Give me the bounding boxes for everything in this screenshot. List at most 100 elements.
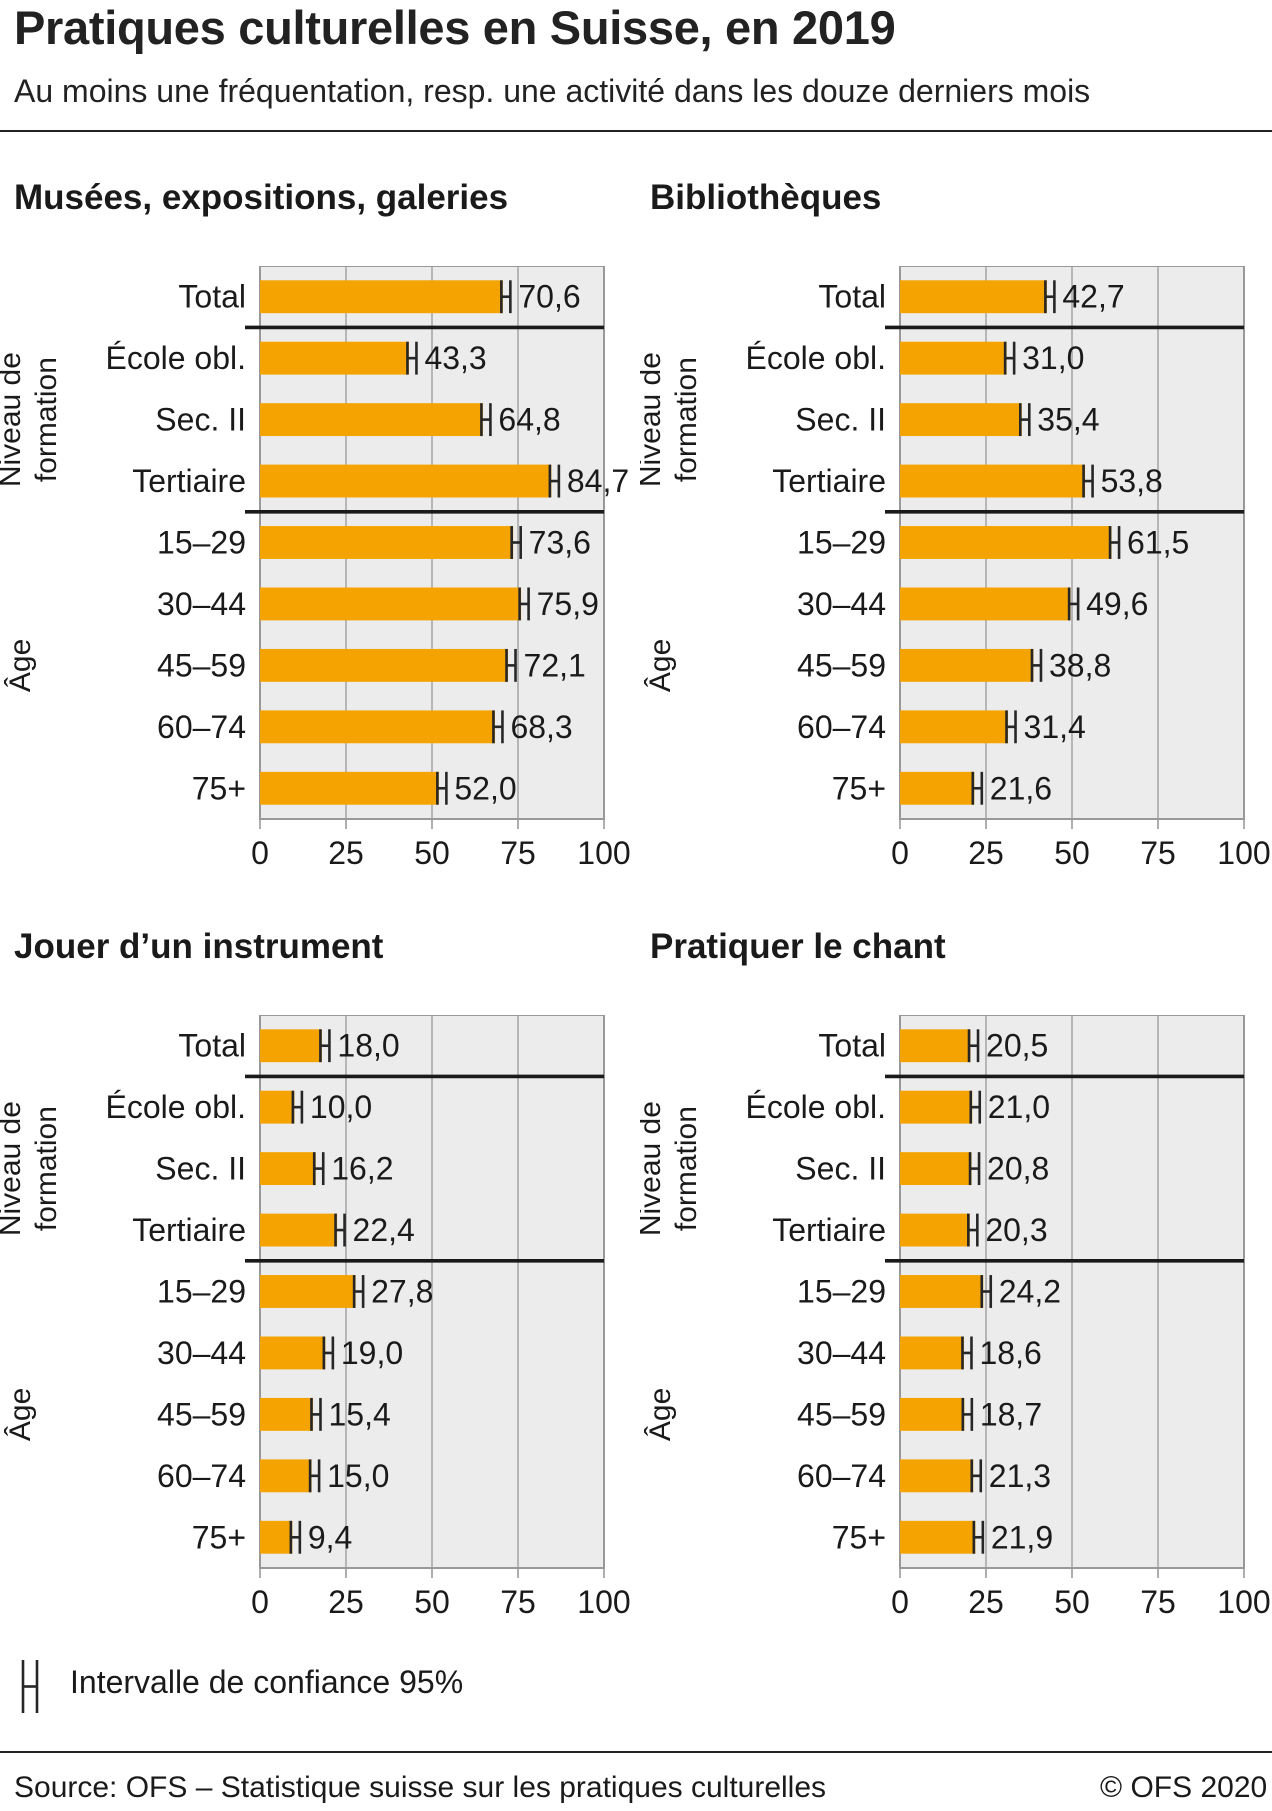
svg-text:21,0: 21,0 [988,1089,1050,1125]
svg-text:75: 75 [1140,835,1176,871]
svg-text:Âge: Âge [644,1388,677,1441]
svg-text:18,6: 18,6 [979,1335,1041,1371]
svg-text:formation: formation [30,1106,63,1231]
svg-text:15–29: 15–29 [157,1274,246,1310]
svg-text:64,8: 64,8 [498,402,560,438]
svg-text:Tertiaire: Tertiaire [772,1212,886,1248]
svg-text:0: 0 [891,1584,909,1620]
svg-text:75: 75 [500,1584,536,1620]
svg-text:21,9: 21,9 [991,1519,1053,1555]
svg-text:45–59: 45–59 [157,1396,246,1432]
svg-text:22,4: 22,4 [353,1212,415,1248]
svg-text:École obl.: École obl. [105,340,246,376]
svg-text:27,8: 27,8 [371,1274,433,1310]
svg-text:0: 0 [251,835,269,871]
svg-text:75+: 75+ [192,770,246,806]
svg-text:60–74: 60–74 [157,709,246,745]
svg-text:École obl.: École obl. [745,340,886,376]
svg-text:Sec. II: Sec. II [155,1151,246,1187]
svg-text:61,5: 61,5 [1127,525,1189,561]
svg-text:Niveau de: Niveau de [640,352,667,487]
svg-text:60–74: 60–74 [157,1458,246,1494]
svg-text:100: 100 [577,1584,630,1620]
svg-text:18,0: 18,0 [337,1028,399,1064]
svg-text:52,0: 52,0 [454,770,516,806]
svg-text:15–29: 15–29 [157,525,246,561]
svg-text:25: 25 [968,835,1004,871]
svg-text:Niveau de: Niveau de [0,352,27,487]
svg-text:Total: Total [178,279,246,315]
svg-text:38,8: 38,8 [1049,647,1111,683]
svg-text:30–44: 30–44 [157,586,246,622]
svg-text:42,7: 42,7 [1062,279,1124,315]
svg-text:50: 50 [1054,835,1090,871]
svg-text:35,4: 35,4 [1037,402,1099,438]
svg-text:15–29: 15–29 [797,525,886,561]
svg-text:31,0: 31,0 [1022,340,1084,376]
svg-text:9,4: 9,4 [308,1519,352,1555]
svg-text:Tertiaire: Tertiaire [132,463,246,499]
svg-text:Sec. II: Sec. II [795,402,886,438]
svg-text:18,7: 18,7 [980,1396,1042,1432]
svg-text:10,0: 10,0 [310,1089,372,1125]
svg-text:21,3: 21,3 [989,1458,1051,1494]
svg-text:43,3: 43,3 [424,340,486,376]
svg-text:100: 100 [577,835,630,871]
svg-text:Tertiaire: Tertiaire [772,463,886,499]
svg-text:20,5: 20,5 [986,1028,1048,1064]
svg-text:30–44: 30–44 [157,1335,246,1371]
svg-text:Âge: Âge [4,639,37,692]
svg-text:École obl.: École obl. [105,1089,246,1125]
svg-text:60–74: 60–74 [797,1458,886,1494]
svg-text:Sec. II: Sec. II [155,402,246,438]
svg-text:formation: formation [30,357,63,482]
svg-text:75+: 75+ [192,1519,246,1555]
svg-text:73,6: 73,6 [529,525,591,561]
svg-text:0: 0 [891,835,909,871]
svg-text:49,6: 49,6 [1086,586,1148,622]
svg-text:Total: Total [818,1028,886,1064]
svg-text:0: 0 [251,1584,269,1620]
svg-text:25: 25 [968,1584,1004,1620]
svg-text:21,6: 21,6 [990,770,1052,806]
svg-text:Sec. II: Sec. II [795,1151,886,1187]
svg-text:Total: Total [818,279,886,315]
svg-text:50: 50 [414,1584,450,1620]
svg-text:72,1: 72,1 [524,647,586,683]
svg-text:68,3: 68,3 [510,709,572,745]
svg-text:50: 50 [1054,1584,1090,1620]
svg-text:16,2: 16,2 [331,1151,393,1187]
svg-text:Âge: Âge [4,1388,37,1441]
svg-text:60–74: 60–74 [797,709,886,745]
svg-text:formation: formation [670,357,703,482]
svg-text:45–59: 45–59 [797,647,886,683]
svg-text:Niveau de: Niveau de [640,1101,667,1236]
svg-text:Niveau de: Niveau de [0,1101,27,1236]
svg-text:30–44: 30–44 [797,586,886,622]
svg-text:Total: Total [178,1028,246,1064]
svg-text:30–44: 30–44 [797,1335,886,1371]
svg-text:formation: formation [670,1106,703,1231]
svg-text:25: 25 [328,835,364,871]
svg-text:19,0: 19,0 [341,1335,403,1371]
svg-text:24,2: 24,2 [999,1274,1061,1310]
svg-text:15,0: 15,0 [327,1458,389,1494]
svg-text:20,8: 20,8 [987,1151,1049,1187]
svg-text:75+: 75+ [832,1519,886,1555]
svg-text:75+: 75+ [832,770,886,806]
svg-text:75: 75 [1140,1584,1176,1620]
svg-text:31,4: 31,4 [1024,709,1086,745]
svg-text:70,6: 70,6 [518,279,580,315]
svg-text:25: 25 [328,1584,364,1620]
svg-text:53,8: 53,8 [1101,463,1163,499]
svg-text:Tertiaire: Tertiaire [132,1212,246,1248]
svg-text:75,9: 75,9 [537,586,599,622]
svg-text:75: 75 [500,835,536,871]
svg-text:45–59: 45–59 [157,647,246,683]
svg-text:100: 100 [1217,1584,1270,1620]
svg-text:50: 50 [414,835,450,871]
svg-text:84,7: 84,7 [567,463,629,499]
svg-text:15,4: 15,4 [328,1396,390,1432]
svg-text:15–29: 15–29 [797,1274,886,1310]
svg-text:45–59: 45–59 [797,1396,886,1432]
